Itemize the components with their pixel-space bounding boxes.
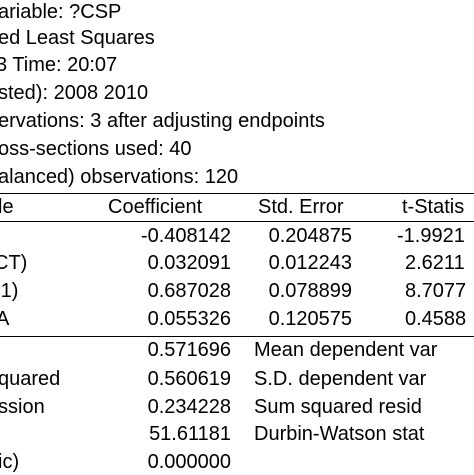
variable-column-header: le [0, 196, 14, 218]
top-rule [0, 193, 474, 194]
stat-label-right: Mean dependent var [254, 339, 438, 361]
tstat-value: 8.7077 [405, 280, 467, 302]
tstat-value: -1.9921 [397, 225, 465, 247]
stat-value: 0.234228 [147, 396, 231, 418]
dependent-variable-line: ariable: ?CSP [0, 1, 122, 23]
stat-value: 51.61181 [149, 423, 231, 445]
coefficient-value: 0.032091 [147, 252, 231, 274]
coefficient-column-header: Coefficient [108, 196, 203, 218]
middle-rule [0, 336, 474, 337]
stat-value: 0.560619 [147, 368, 231, 390]
stderr-value: 0.204875 [268, 225, 352, 247]
cross-sections-line: oss-sections used: 40 [0, 138, 192, 160]
stderr-column-header: Std. Error [258, 196, 344, 218]
stderr-value: 0.078899 [268, 280, 352, 302]
stat-label-right: Durbin-Watson stat [254, 423, 425, 445]
variable-name: A [0, 308, 10, 330]
tstat-column-header: t-Statis [402, 196, 465, 218]
tstat-value: 2.6211 [405, 252, 465, 274]
coefficient-value: -0.408142 [140, 225, 231, 247]
stat-label-right: S.D. dependent var [254, 368, 427, 390]
stderr-value: 0.012243 [268, 252, 352, 274]
observations-line: alanced) observations: 120 [0, 166, 239, 188]
stat-label: quared [0, 368, 61, 390]
stderr-value: 0.120575 [268, 308, 352, 330]
method-line: ed Least Squares [0, 27, 155, 49]
date-time-line: 3 Time: 20:07 [0, 54, 118, 76]
variable-name: CT) [0, 252, 28, 274]
coefficient-value: 0.055326 [147, 308, 231, 330]
variable-name: -1) [0, 280, 19, 302]
stat-value: 0.571696 [147, 339, 231, 361]
stat-label: ic) [0, 451, 20, 473]
periods-line: ervations: 3 after adjusting endpoints [0, 110, 325, 132]
stat-label-right: Sum squared resid [254, 396, 422, 418]
header-rule [0, 221, 474, 222]
stat-value: 0.000000 [147, 451, 231, 473]
sample-line: sted): 2008 2010 [0, 82, 149, 104]
coefficient-value: 0.687028 [147, 280, 231, 302]
stat-label: ssion [0, 396, 45, 418]
tstat-value: 0.4588 [405, 308, 467, 330]
